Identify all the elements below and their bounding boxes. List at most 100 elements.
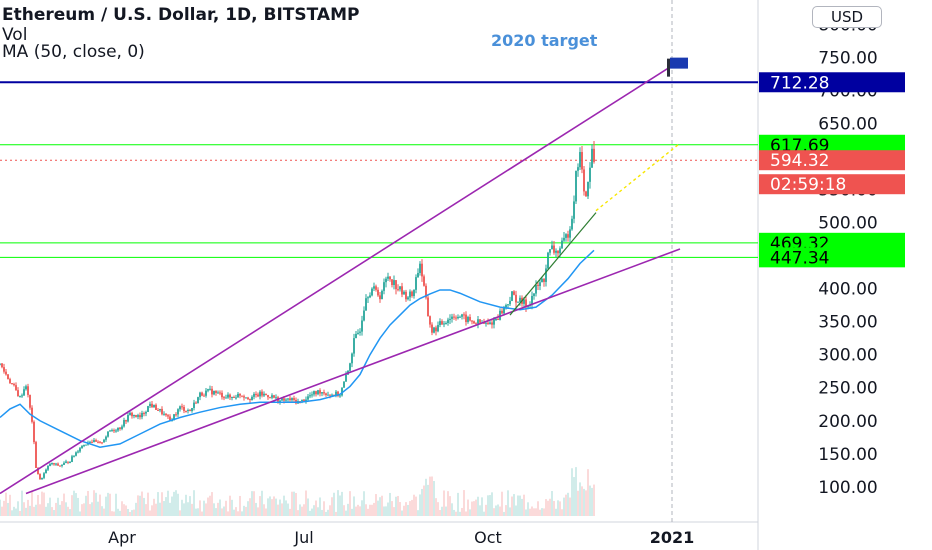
candle-body[interactable] — [319, 390, 321, 394]
candle-body[interactable] — [265, 393, 267, 396]
candle-body[interactable] — [151, 403, 153, 408]
candle-body[interactable] — [155, 404, 157, 410]
candle-body[interactable] — [281, 398, 283, 401]
candle-body[interactable] — [413, 289, 415, 297]
current-price-label[interactable]: 594.32 — [770, 151, 829, 171]
candle-body[interactable] — [433, 327, 435, 333]
candle-body[interactable] — [449, 318, 451, 320]
candle-body[interactable] — [317, 390, 319, 395]
candle-body[interactable] — [365, 298, 367, 311]
candle-body[interactable] — [255, 393, 257, 395]
candle-body[interactable] — [467, 316, 469, 323]
candle-body[interactable] — [187, 410, 189, 412]
candle-body[interactable] — [167, 415, 169, 417]
candle-body[interactable] — [61, 464, 63, 466]
candle-body[interactable] — [95, 440, 97, 442]
candle-body[interactable] — [251, 396, 253, 401]
candle-body[interactable] — [5, 371, 7, 375]
moving-average-line[interactable] — [0, 249, 595, 448]
candle-body[interactable] — [131, 412, 133, 417]
candle-body[interactable] — [517, 301, 519, 303]
candle-body[interactable] — [533, 293, 535, 296]
candle-body[interactable] — [67, 461, 69, 463]
candle-body[interactable] — [401, 286, 403, 295]
candle-body[interactable] — [123, 420, 125, 427]
candle-body[interactable] — [395, 280, 397, 290]
candle-body[interactable] — [461, 314, 463, 317]
candle-body[interactable] — [489, 322, 491, 325]
candle-body[interactable] — [263, 393, 265, 396]
candle-body[interactable] — [353, 338, 355, 354]
candle-body[interactable] — [91, 441, 93, 443]
candle-body[interactable] — [117, 427, 119, 431]
candle-body[interactable] — [389, 276, 391, 280]
projection-line[interactable] — [595, 142, 681, 212]
candle-body[interactable] — [223, 397, 225, 399]
candle-body[interactable] — [51, 463, 53, 465]
candle-body[interactable] — [435, 327, 437, 332]
candle-body[interactable] — [79, 448, 81, 452]
candle-body[interactable] — [259, 391, 261, 397]
candle-body[interactable] — [375, 286, 377, 290]
candle-body[interactable] — [0, 363, 1, 365]
candle-body[interactable] — [3, 367, 5, 372]
candle-body[interactable] — [7, 374, 9, 380]
candle-body[interactable] — [285, 399, 287, 401]
candle-body[interactable] — [505, 305, 507, 308]
candle-body[interactable] — [403, 291, 405, 295]
candle-body[interactable] — [17, 390, 19, 397]
candle-body[interactable] — [271, 395, 273, 398]
candle-body[interactable] — [379, 295, 381, 300]
candle-body[interactable] — [363, 310, 365, 321]
candle-body[interactable] — [23, 389, 25, 396]
volume-legend[interactable]: Vol — [2, 25, 28, 45]
candle-body[interactable] — [25, 386, 27, 390]
candle-body[interactable] — [207, 389, 209, 391]
candle-body[interactable] — [27, 386, 29, 395]
candle-body[interactable] — [221, 392, 223, 398]
candle-body[interactable] — [47, 465, 49, 470]
candle-body[interactable] — [301, 399, 303, 402]
candle-body[interactable] — [273, 395, 275, 398]
moving-average-legend[interactable]: MA (50, close, 0) — [2, 42, 145, 62]
candle-body[interactable] — [227, 394, 229, 398]
candle-body[interactable] — [551, 245, 553, 250]
candle-body[interactable] — [349, 363, 351, 371]
candle-body[interactable] — [469, 316, 471, 321]
candle-body[interactable] — [497, 319, 499, 321]
candle-body[interactable] — [307, 396, 309, 400]
candle-body[interactable] — [159, 408, 161, 411]
candle-body[interactable] — [539, 282, 541, 286]
candle-body[interactable] — [327, 394, 329, 396]
candle-body[interactable] — [573, 201, 575, 219]
candle-body[interactable] — [475, 323, 477, 325]
candle-body[interactable] — [473, 321, 475, 324]
candle-body[interactable] — [189, 410, 191, 412]
candle-body[interactable] — [519, 297, 521, 302]
candle-body[interactable] — [569, 229, 571, 238]
candle-body[interactable] — [455, 317, 457, 319]
candle-body[interactable] — [81, 445, 83, 449]
candle-body[interactable] — [385, 278, 387, 283]
candle-body[interactable] — [423, 276, 425, 286]
candle-body[interactable] — [393, 280, 395, 285]
candle-body[interactable] — [487, 322, 489, 325]
candle-body[interactable] — [429, 316, 431, 325]
candle-body[interactable] — [181, 406, 183, 408]
candle-body[interactable] — [99, 441, 101, 443]
candle-body[interactable] — [443, 323, 445, 325]
candle-body[interactable] — [571, 218, 573, 230]
candle-body[interactable] — [41, 477, 43, 480]
candle-body[interactable] — [143, 412, 145, 414]
candle-body[interactable] — [169, 416, 171, 421]
candle-body[interactable] — [477, 319, 479, 324]
candle-body[interactable] — [579, 152, 581, 168]
candle-body[interactable] — [581, 152, 583, 170]
candle-body[interactable] — [241, 395, 243, 397]
candle-body[interactable] — [325, 393, 327, 396]
candle-body[interactable] — [261, 391, 263, 396]
candle-body[interactable] — [499, 310, 501, 320]
candle-body[interactable] — [495, 319, 497, 321]
candle-body[interactable] — [479, 319, 481, 323]
candle-body[interactable] — [211, 388, 213, 395]
